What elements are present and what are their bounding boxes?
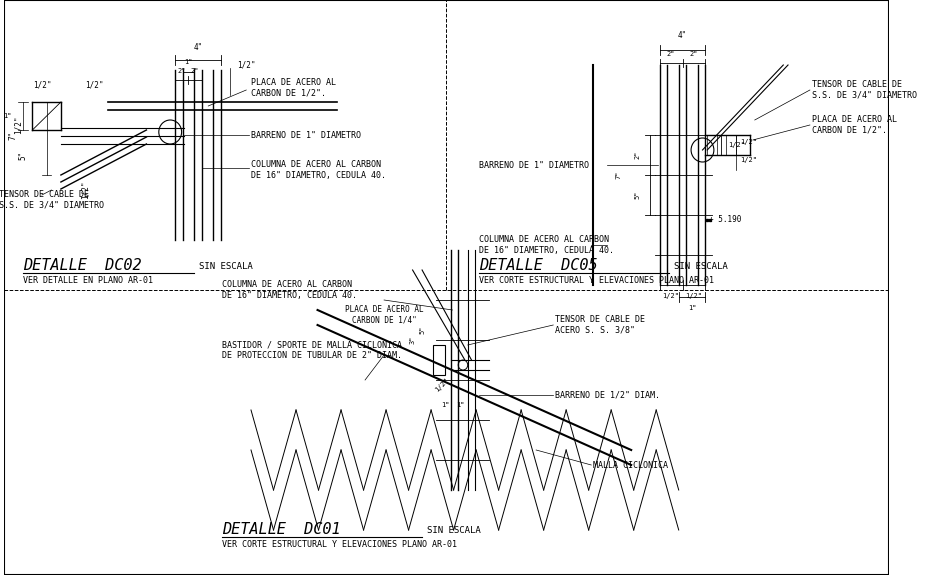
Text: 1": 1" xyxy=(688,305,696,311)
Text: BASTIDOR / SPORTE DE MALLA CICLONICA
DE PROTECCION DE TUBULAR DE 2" DIAM.: BASTIDOR / SPORTE DE MALLA CICLONICA DE … xyxy=(223,340,402,360)
Text: 1": 1" xyxy=(3,113,11,119)
Text: PLACA DE ACERO AL
CARBON DE 1/2".: PLACA DE ACERO AL CARBON DE 1/2". xyxy=(251,78,336,98)
Text: TENSOR DE CABLE DE
ACERO S. S. 3/8": TENSOR DE CABLE DE ACERO S. S. 3/8" xyxy=(555,315,645,335)
Text: 4": 4" xyxy=(193,43,202,52)
Text: COLUMNA DE ACERO AL CARBON
DE 16" DIAMETRO, CEDULA 40.: COLUMNA DE ACERO AL CARBON DE 16" DIAMET… xyxy=(251,160,386,180)
Text: 2": 2" xyxy=(178,68,186,74)
Text: BARRENO DE 1" DIAMETRO: BARRENO DE 1" DIAMETRO xyxy=(251,131,361,140)
Text: COLUMNA DE ACERO AL CARBON
DE 16" DIAMETRO, CEDULA 40.: COLUMNA DE ACERO AL CARBON DE 16" DIAMET… xyxy=(479,235,614,255)
Text: 5": 5" xyxy=(635,191,641,200)
Text: 5": 5" xyxy=(419,326,425,334)
Text: SIN ESCALA: SIN ESCALA xyxy=(426,526,480,535)
Text: 2": 2" xyxy=(191,68,199,74)
Text: SIN ESCALA: SIN ESCALA xyxy=(674,262,728,271)
Text: 5": 5" xyxy=(19,151,28,160)
Text: 1/2": 1/2" xyxy=(663,293,680,299)
Text: PLACA DE ACERO AL
CARBON DE 1/4": PLACA DE ACERO AL CARBON DE 1/4" xyxy=(344,305,424,325)
Text: VER DETALLE EN PLANO AR-01: VER DETALLE EN PLANO AR-01 xyxy=(23,276,153,285)
Text: DETALLE  DC02: DETALLE DC02 xyxy=(23,258,142,273)
Text: DETALLE  DC05: DETALLE DC05 xyxy=(479,258,598,273)
Text: 2": 2" xyxy=(667,51,675,57)
Text: BARRENO DE 1" DIAMETRO: BARRENO DE 1" DIAMETRO xyxy=(479,160,589,170)
Text: 1/2": 1/2" xyxy=(740,139,758,145)
Text: COLUMNA DE ACERO AL CARBON
DE 16" DIAMETRO, CEDULA 40.: COLUMNA DE ACERO AL CARBON DE 16" DIAMET… xyxy=(223,280,358,300)
Text: 1/2": 1/2" xyxy=(236,60,255,70)
Text: PLACA DE ACERO AL
CARBON DE 1/2".: PLACA DE ACERO AL CARBON DE 1/2". xyxy=(812,116,897,135)
Text: MALLA CICLONICA: MALLA CICLONICA xyxy=(593,461,668,470)
Text: 3": 3" xyxy=(410,336,415,344)
Text: 1/2": 1/2" xyxy=(740,157,758,163)
Text: 1/2": 1/2" xyxy=(14,116,22,134)
Text: 1/2": 1/2" xyxy=(85,81,103,90)
Text: 1/2": 1/2" xyxy=(33,81,51,90)
Text: 1/2": 1/2" xyxy=(80,181,89,200)
Text: DETALLE  DC01: DETALLE DC01 xyxy=(223,522,341,537)
Text: TENSOR DE CABLE DE
S.S. DE 3/4" DIAMETRO: TENSOR DE CABLE DE S.S. DE 3/4" DIAMETRO xyxy=(812,81,917,99)
Bar xyxy=(434,345,445,375)
Text: 7": 7" xyxy=(615,171,622,179)
Text: BARRENO DE 1/2" DIAM.: BARRENO DE 1/2" DIAM. xyxy=(555,390,660,400)
Text: 1": 1" xyxy=(441,402,450,408)
Text: VER CORTE ESTRUCTURAL Y ELEVACIONES PLANO AR-01: VER CORTE ESTRUCTURAL Y ELEVACIONES PLAN… xyxy=(479,276,714,285)
Text: 1/2": 1/2" xyxy=(685,293,702,299)
Text: 7": 7" xyxy=(9,131,18,140)
Text: 1/2": 1/2" xyxy=(435,377,451,393)
Text: + 5.190: + 5.190 xyxy=(709,216,741,224)
Text: TENSOR DE CABLE DE
S.S. DE 3/4" DIAMETRO: TENSOR DE CABLE DE S.S. DE 3/4" DIAMETRO xyxy=(0,190,104,210)
Text: SIN ESCALA: SIN ESCALA xyxy=(198,262,252,271)
Text: 1": 1" xyxy=(456,402,465,408)
Text: 2": 2" xyxy=(690,51,698,57)
Text: 1": 1" xyxy=(184,59,193,65)
Text: 2": 2" xyxy=(635,151,641,159)
Text: 4": 4" xyxy=(678,31,687,40)
Text: VER CORTE ESTRUCTURAL Y ELEVACIONES PLANO AR-01: VER CORTE ESTRUCTURAL Y ELEVACIONES PLAN… xyxy=(223,540,457,549)
Text: 1/2": 1/2" xyxy=(728,142,745,148)
